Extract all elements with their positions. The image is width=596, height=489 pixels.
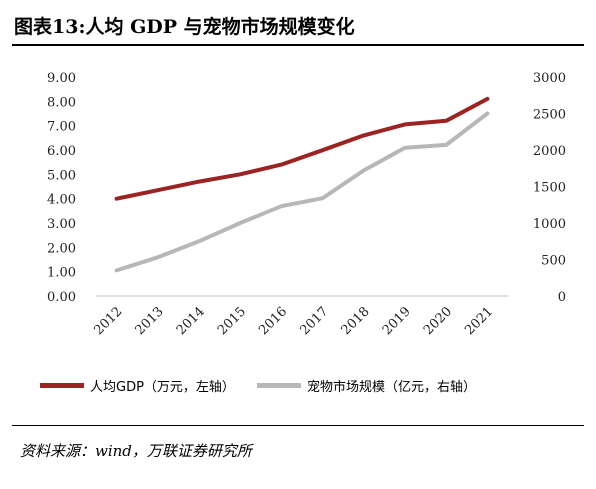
x-tick-label: 2012 bbox=[91, 304, 125, 338]
y-left-tick-label: 1.00 bbox=[47, 266, 76, 281]
y-right-tick-label: 3000 bbox=[533, 71, 566, 86]
source-note: 资料来源：wind，万联证券研究所 bbox=[20, 442, 252, 460]
title-bar: 图表13:人均 GDP 与宠物市场规模变化 bbox=[12, 6, 584, 46]
x-tick-label: 2014 bbox=[174, 304, 208, 338]
y-left-tick-label: 3.00 bbox=[47, 217, 76, 232]
y-left-tick-label: 9.00 bbox=[47, 71, 76, 86]
x-tick-label: 2016 bbox=[256, 304, 290, 338]
legend-label-pet-market: 宠物市场规模（亿元，右轴） bbox=[306, 379, 476, 395]
y-right-tick-label: 1500 bbox=[533, 181, 566, 196]
y-left-tick-label: 8.00 bbox=[47, 95, 76, 110]
y-right-tick-label: 2500 bbox=[533, 108, 566, 123]
legend-swatch-gdp bbox=[40, 382, 84, 388]
y-right-tick-label: 500 bbox=[541, 254, 566, 269]
y-right-tick-label: 1000 bbox=[533, 217, 566, 232]
legend: 人均GDP（万元，左轴） 宠物市场规模（亿元，右轴） bbox=[40, 374, 498, 396]
legend-swatch-pet-market bbox=[256, 382, 301, 388]
series-line-pet-market bbox=[114, 111, 490, 273]
y-right-tick-label: 2000 bbox=[533, 144, 566, 159]
y-left-tick-label: 4.00 bbox=[47, 193, 76, 208]
y-left-tick-label: 0.00 bbox=[47, 290, 76, 305]
series-line-gdp bbox=[114, 96, 490, 201]
chart-title: 图表13:人均 GDP 与宠物市场规模变化 bbox=[14, 16, 355, 38]
y-left-tick-label: 6.00 bbox=[47, 144, 76, 159]
x-tick-label: 2017 bbox=[297, 304, 331, 338]
legend-item-pet-market: 宠物市场规模（亿元，右轴） bbox=[256, 376, 476, 395]
source-divider bbox=[12, 425, 584, 426]
legend-item-gdp: 人均GDP（万元，左轴） bbox=[40, 376, 235, 395]
y-left-tick-label: 2.00 bbox=[47, 241, 76, 256]
x-tick-label: 2013 bbox=[133, 304, 167, 338]
y-left-tick-label: 7.00 bbox=[47, 120, 76, 135]
x-tick-label: 2020 bbox=[421, 304, 455, 338]
x-tick-label: 2019 bbox=[380, 304, 414, 338]
legend-label-gdp: 人均GDP（万元，左轴） bbox=[90, 379, 235, 395]
chart-svg: 0.00 1.00 2.00 3.00 4.00 5.00 6.00 7.00 8.00 9.00… bbox=[47, 71, 566, 338]
x-tick-label: 2018 bbox=[339, 304, 373, 338]
x-tick-label: 2015 bbox=[215, 304, 249, 338]
y-right-tick-label: 0 bbox=[558, 290, 566, 305]
x-tick-label: 2021 bbox=[462, 304, 496, 338]
y-left-tick-label: 5.00 bbox=[47, 168, 76, 183]
